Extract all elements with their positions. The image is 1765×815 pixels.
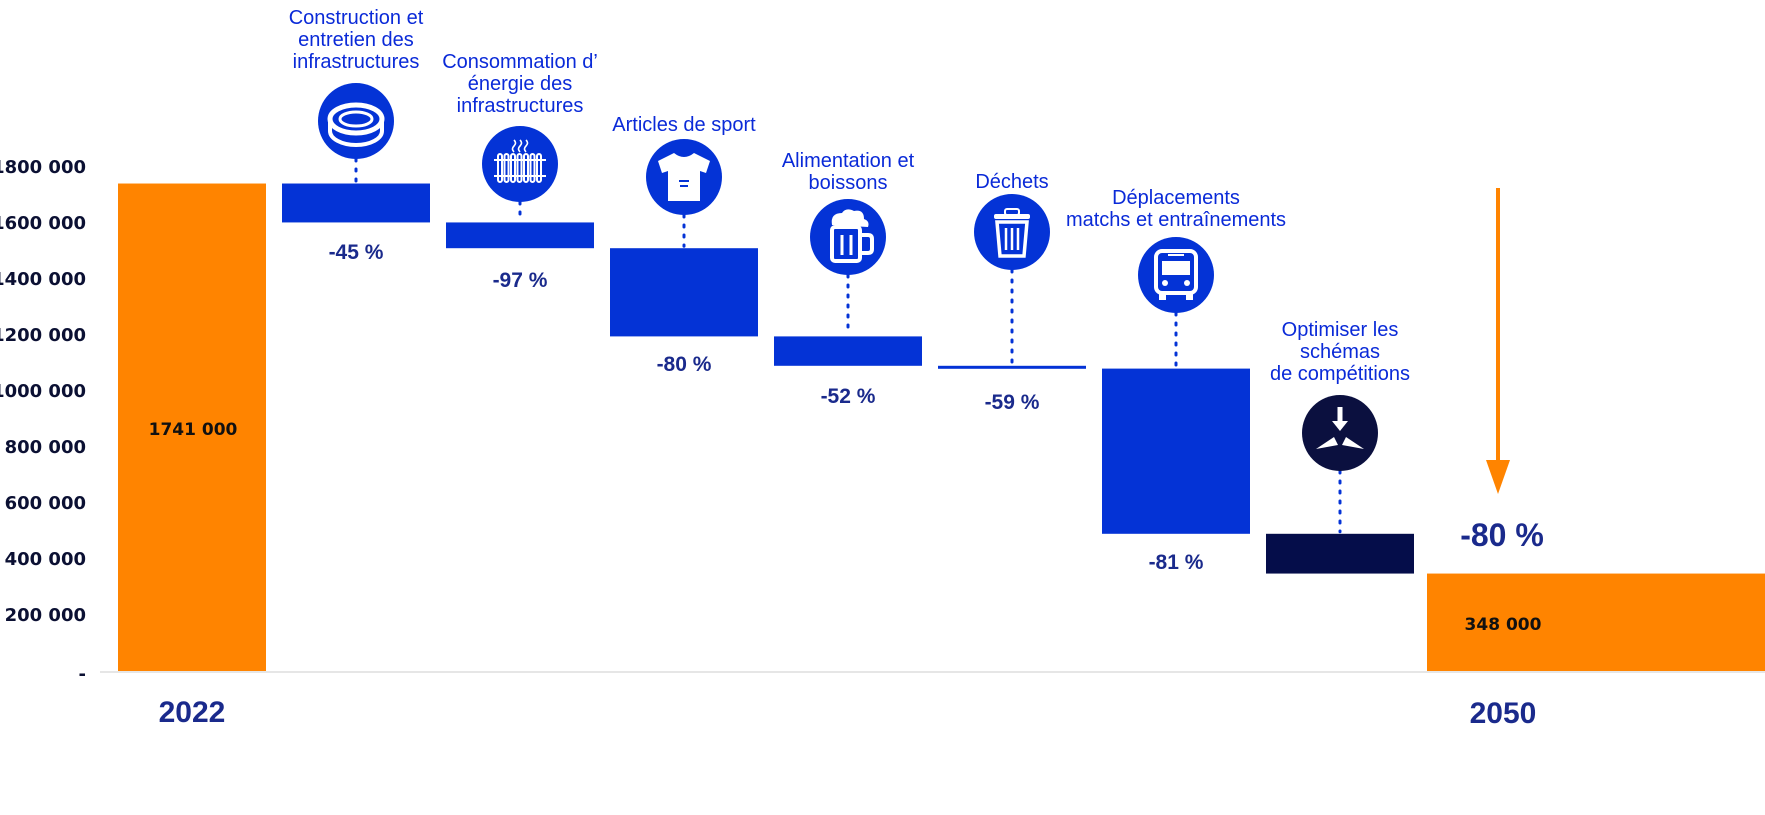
waterfall-step: Déchets -59 % bbox=[938, 171, 1086, 414]
percent-label: -81 % bbox=[1149, 551, 1204, 574]
icon-circle bbox=[1302, 395, 1378, 471]
y-tick-label: 1800 000 bbox=[0, 157, 86, 178]
end-value-label: 348 000 bbox=[1465, 615, 1542, 635]
y-tick-label: 1000 000 bbox=[0, 381, 86, 402]
waterfall-step: Consommation d’énergie desinfrastructure… bbox=[442, 51, 598, 292]
category-label-line: énergie des bbox=[468, 73, 573, 95]
category-label-line: Alimentation et bbox=[782, 150, 915, 172]
decrease-bar bbox=[446, 222, 594, 249]
y-tick-label: 600 000 bbox=[5, 493, 86, 514]
y-tick-label: 1200 000 bbox=[0, 325, 86, 346]
percent-label: -52 % bbox=[821, 385, 876, 408]
tshirt-icon bbox=[658, 153, 710, 201]
start-year-label: 2022 bbox=[159, 696, 226, 729]
decrease-bar bbox=[1266, 533, 1414, 574]
category-label-line: entretien des bbox=[298, 29, 414, 51]
total-change-arrow-head bbox=[1486, 460, 1510, 494]
bus-icon bbox=[1154, 249, 1198, 300]
decrease-bar bbox=[938, 365, 1086, 369]
decrease-bar bbox=[282, 183, 430, 223]
category-label-line: Articles de sport bbox=[612, 114, 756, 136]
category-label-line: de compétitions bbox=[1270, 363, 1410, 385]
percent-label: -97 % bbox=[493, 269, 548, 292]
y-tick-label: 1600 000 bbox=[0, 213, 86, 234]
percent-label: -59 % bbox=[985, 391, 1040, 414]
start-value-label: 1741 000 bbox=[149, 420, 238, 440]
total-change-label: -80 % bbox=[1460, 517, 1544, 553]
end-total-bar bbox=[1427, 573, 1765, 671]
trash-icon bbox=[994, 208, 1030, 258]
icon-circle bbox=[810, 199, 886, 275]
category-label-line: infrastructures bbox=[293, 51, 420, 73]
category-label-line: Déplacements bbox=[1112, 187, 1240, 209]
decrease-bar bbox=[774, 336, 922, 366]
y-tick-label: - bbox=[79, 664, 86, 685]
radiator-icon bbox=[494, 139, 546, 183]
category-label-line: Optimiser les bbox=[1282, 319, 1399, 341]
y-tick-label: 200 000 bbox=[5, 605, 86, 626]
decrease-bar bbox=[1102, 368, 1250, 534]
category-label-line: schémas bbox=[1300, 341, 1380, 363]
y-tick-label: 400 000 bbox=[5, 549, 86, 570]
beer-mug-icon bbox=[830, 209, 874, 263]
y-tick-label: 800 000 bbox=[5, 437, 86, 458]
start-total-bar bbox=[118, 183, 266, 671]
category-label-line: infrastructures bbox=[457, 95, 584, 117]
percent-label: -45 % bbox=[329, 241, 384, 264]
category-label-line: Déchets bbox=[975, 171, 1048, 193]
waterfall-step: Articles de sport -80 % bbox=[610, 114, 758, 376]
category-label-line: boissons bbox=[809, 172, 888, 194]
percent-label: -80 % bbox=[657, 353, 712, 376]
category-label-line: Construction et bbox=[289, 7, 424, 29]
icon-circle bbox=[482, 126, 558, 202]
y-tick-label: 1400 000 bbox=[0, 269, 86, 290]
stadium-icon bbox=[327, 102, 385, 147]
decrease-bar bbox=[610, 248, 758, 337]
end-year-label: 2050 bbox=[1470, 697, 1537, 730]
category-label-line: Consommation d’ bbox=[442, 51, 598, 73]
merge-arrows-icon bbox=[1316, 407, 1364, 449]
category-label-line: matchs et entraînements bbox=[1066, 209, 1286, 231]
